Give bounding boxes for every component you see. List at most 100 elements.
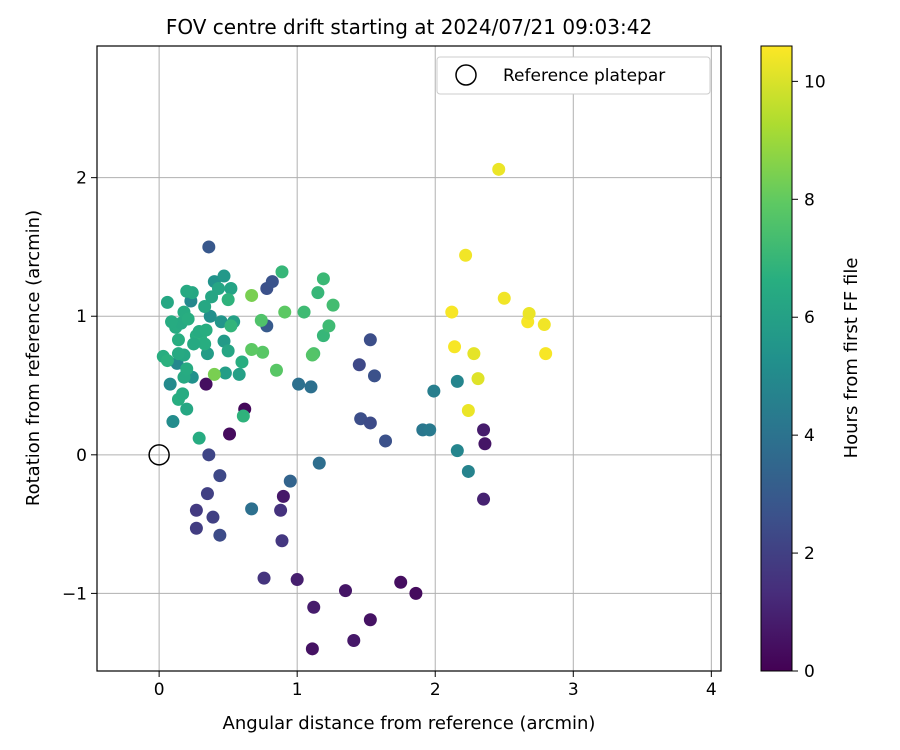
data-point: [497, 291, 511, 305]
data-point: [187, 337, 201, 351]
data-point: [217, 269, 231, 283]
data-point: [232, 367, 246, 381]
data-point: [297, 305, 311, 319]
data-point: [363, 613, 377, 627]
data-point: [312, 456, 326, 470]
data-point: [221, 344, 235, 358]
x-tick-label: 3: [568, 680, 579, 700]
y-tick-label: 2: [76, 169, 87, 189]
colorbar-ticks: 0 2 4 6 8 10: [792, 72, 826, 682]
colorbar-tick-label: 6: [804, 308, 815, 328]
chart-title: FOV centre drift starting at 2024/07/21 …: [166, 15, 652, 39]
data-point: [206, 510, 220, 524]
data-point: [235, 355, 249, 369]
data-point: [198, 300, 212, 314]
colorbar-tick-label: 10: [804, 72, 826, 92]
data-point: [245, 502, 259, 516]
y-tick-label: 1: [76, 307, 87, 327]
data-point: [316, 272, 330, 286]
data-point: [461, 464, 475, 478]
legend-box: [436, 56, 711, 95]
colorbar-gradient: [760, 45, 793, 672]
data-point: [326, 298, 340, 312]
data-point: [217, 334, 231, 348]
data-point: [236, 409, 250, 423]
data-point: [180, 362, 194, 376]
data-point: [163, 377, 177, 391]
x-axis-label: Angular distance from reference (arcmin): [223, 713, 596, 734]
data-point: [379, 434, 393, 448]
data-point: [224, 282, 238, 296]
data-point: [316, 329, 330, 343]
data-point: [278, 305, 292, 319]
data-point: [254, 313, 268, 327]
data-point: [224, 319, 238, 333]
data-point: [305, 642, 319, 656]
colorbar-label: Hours from first FF file: [841, 258, 862, 459]
data-point: [363, 333, 377, 347]
data-point: [276, 489, 290, 503]
data-point: [363, 416, 377, 430]
data-point: [522, 306, 536, 320]
x-tick-label: 0: [154, 680, 165, 700]
y-axis-label: Rotation from reference (arcmin): [23, 210, 44, 506]
legend-marker-icon: [455, 64, 477, 86]
y-tick-label: −1: [62, 584, 87, 604]
colorbar-tick-label: 4: [804, 426, 815, 446]
data-point: [199, 323, 213, 337]
data-point: [176, 387, 190, 401]
data-point: [283, 474, 297, 488]
data-point: [192, 431, 206, 445]
data-point: [347, 634, 361, 648]
data-point: [166, 415, 180, 429]
data-point: [205, 290, 219, 304]
data-point: [218, 366, 232, 380]
plot-frame: [96, 45, 722, 672]
data-point: [213, 469, 227, 483]
data-point: [477, 423, 491, 437]
legend-label: Reference platepar: [503, 66, 665, 86]
data-point: [269, 363, 283, 377]
data-point: [445, 305, 459, 319]
data-point: [338, 584, 352, 598]
data-point: [394, 575, 408, 589]
data-point: [221, 293, 235, 307]
data-point: [409, 586, 423, 600]
data-point: [203, 309, 217, 323]
data-point: [448, 340, 462, 354]
data-point: [478, 437, 492, 451]
data-point: [290, 573, 304, 587]
data-point: [245, 288, 259, 302]
data-point: [322, 319, 336, 333]
data-point: [275, 534, 289, 548]
data-point: [199, 377, 213, 391]
data-point: [256, 345, 270, 359]
data-point: [450, 444, 464, 458]
data-point: [198, 337, 212, 351]
data-point: [265, 275, 279, 289]
data-point: [160, 354, 174, 368]
data-point: [274, 503, 288, 517]
data-point: [180, 402, 194, 416]
y-tick-label: 0: [76, 446, 87, 466]
data-point: [189, 521, 203, 535]
data-point: [477, 492, 491, 506]
data-point: [171, 347, 185, 361]
data-point: [189, 503, 203, 517]
data-point: [165, 315, 179, 329]
data-point: [304, 380, 318, 394]
x-ticks: 0 1 2 3 4: [154, 671, 717, 700]
colorbar-tick-label: 8: [804, 190, 815, 210]
data-point: [467, 347, 481, 361]
data-point: [292, 377, 306, 391]
colorbar: 0 2 4 6 8 10 Hours from first FF file: [760, 45, 862, 682]
data-point: [202, 240, 216, 254]
data-point: [207, 367, 221, 381]
data-point: [181, 312, 195, 326]
data-point: [537, 318, 551, 332]
y-ticks: −1 0 1 2: [62, 169, 97, 604]
data-point: [202, 448, 216, 462]
data-point: [367, 369, 381, 383]
data-point: [275, 265, 289, 279]
